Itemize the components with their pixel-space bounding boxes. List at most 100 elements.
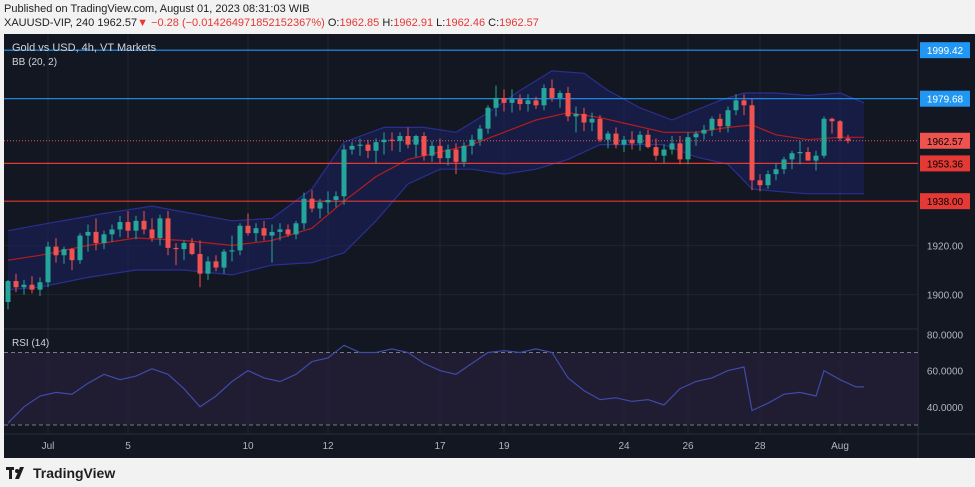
- candle-body[interactable]: [157, 218, 163, 239]
- candle-body[interactable]: [277, 229, 283, 232]
- candle-body[interactable]: [293, 223, 299, 235]
- candle-body[interactable]: [661, 149, 667, 156]
- candle-body[interactable]: [597, 118, 603, 140]
- candle-body[interactable]: [285, 229, 291, 235]
- candle-body[interactable]: [85, 231, 91, 236]
- candle-body[interactable]: [485, 107, 491, 129]
- candle-body[interactable]: [205, 261, 211, 274]
- chart-panel[interactable]: 1999.42 1979.68 1953.36 1938.00 1962.57 1900.…: [4, 34, 975, 458]
- candle-body[interactable]: [501, 97, 507, 103]
- candle-body[interactable]: [701, 129, 707, 134]
- candle-body[interactable]: [133, 220, 139, 231]
- candle-body[interactable]: [397, 136, 403, 141]
- candle-body[interactable]: [109, 229, 115, 235]
- candle-body[interactable]: [461, 145, 467, 162]
- candle-body[interactable]: [685, 137, 691, 160]
- candle-body[interactable]: [733, 100, 739, 111]
- candle-body[interactable]: [301, 198, 307, 224]
- candle-body[interactable]: [525, 100, 531, 105]
- candle-body[interactable]: [29, 284, 35, 290]
- candle-body[interactable]: [837, 121, 843, 139]
- candle-body[interactable]: [637, 134, 643, 144]
- candle-body[interactable]: [197, 254, 203, 274]
- candle-body[interactable]: [845, 138, 851, 141]
- candle-body[interactable]: [829, 118, 835, 122]
- candle-body[interactable]: [549, 88, 555, 98]
- candle-body[interactable]: [341, 149, 347, 197]
- candle-body[interactable]: [181, 242, 187, 250]
- candle-body[interactable]: [469, 139, 475, 146]
- candle-body[interactable]: [693, 133, 699, 138]
- candle-body[interactable]: [229, 250, 235, 252]
- candle-body[interactable]: [557, 93, 563, 98]
- horizontal-price-lines[interactable]: [4, 49, 918, 202]
- candle-body[interactable]: [717, 118, 723, 127]
- candle-body[interactable]: [653, 147, 659, 156]
- candle-body[interactable]: [357, 144, 363, 146]
- candle-body[interactable]: [477, 128, 483, 140]
- candle-body[interactable]: [781, 159, 787, 170]
- candle-body[interactable]: [77, 235, 83, 261]
- candle-body[interactable]: [797, 152, 803, 154]
- candle-body[interactable]: [405, 136, 411, 145]
- candle-body[interactable]: [373, 142, 379, 151]
- candle-body[interactable]: [269, 231, 275, 236]
- candle-body[interactable]: [221, 251, 227, 268]
- candle-body[interactable]: [45, 246, 51, 283]
- candle-body[interactable]: [245, 225, 251, 234]
- candle-body[interactable]: [365, 144, 371, 151]
- candle-body[interactable]: [261, 228, 267, 236]
- candles[interactable]: [5, 79, 851, 310]
- candle-body[interactable]: [389, 139, 395, 141]
- candle-body[interactable]: [669, 143, 675, 150]
- candle-body[interactable]: [101, 234, 107, 243]
- candle-body[interactable]: [61, 249, 67, 256]
- candle-body[interactable]: [709, 118, 715, 130]
- candle-body[interactable]: [589, 118, 595, 123]
- candle-body[interactable]: [645, 134, 651, 148]
- candle-body[interactable]: [37, 282, 43, 290]
- candle-body[interactable]: [789, 153, 795, 160]
- candle-body[interactable]: [237, 225, 243, 251]
- candle-body[interactable]: [821, 118, 827, 156]
- candle-body[interactable]: [93, 231, 99, 243]
- candle-body[interactable]: [69, 249, 75, 261]
- candle-body[interactable]: [565, 93, 571, 117]
- candle-body[interactable]: [813, 155, 819, 161]
- candle-body[interactable]: [765, 174, 771, 186]
- candle-body[interactable]: [573, 113, 579, 117]
- candle-body[interactable]: [309, 198, 315, 209]
- candle-body[interactable]: [21, 284, 27, 288]
- candle-body[interactable]: [805, 152, 811, 161]
- candle-body[interactable]: [173, 247, 179, 250]
- candle-body[interactable]: [325, 199, 331, 203]
- candle-body[interactable]: [629, 139, 635, 144]
- chart-svg[interactable]: 1999.42 1979.68 1953.36 1938.00 1962.57 1900.…: [4, 34, 975, 458]
- candle-body[interactable]: [165, 218, 171, 248]
- candle-body[interactable]: [725, 110, 731, 127]
- candle-body[interactable]: [605, 133, 611, 140]
- candle-body[interactable]: [677, 143, 683, 160]
- candle-body[interactable]: [253, 228, 259, 234]
- candle-body[interactable]: [5, 281, 11, 302]
- candle-body[interactable]: [117, 222, 123, 230]
- candle-body[interactable]: [437, 145, 443, 159]
- candle-body[interactable]: [317, 202, 323, 209]
- candle-body[interactable]: [421, 136, 427, 156]
- candle-body[interactable]: [749, 105, 755, 181]
- candle-body[interactable]: [621, 139, 627, 145]
- candle-body[interactable]: [453, 149, 459, 162]
- candle-body[interactable]: [613, 133, 619, 145]
- candle-body[interactable]: [141, 220, 147, 230]
- candle-body[interactable]: [149, 229, 155, 239]
- candle-body[interactable]: [189, 242, 195, 255]
- candle-body[interactable]: [541, 88, 547, 106]
- candle-body[interactable]: [333, 196, 339, 200]
- candle-body[interactable]: [413, 136, 419, 145]
- candle-body[interactable]: [773, 169, 779, 175]
- candle-body[interactable]: [509, 99, 515, 103]
- candle-body[interactable]: [349, 145, 355, 150]
- candle-body[interactable]: [445, 149, 451, 159]
- candle-body[interactable]: [581, 113, 587, 123]
- candle-body[interactable]: [533, 100, 539, 106]
